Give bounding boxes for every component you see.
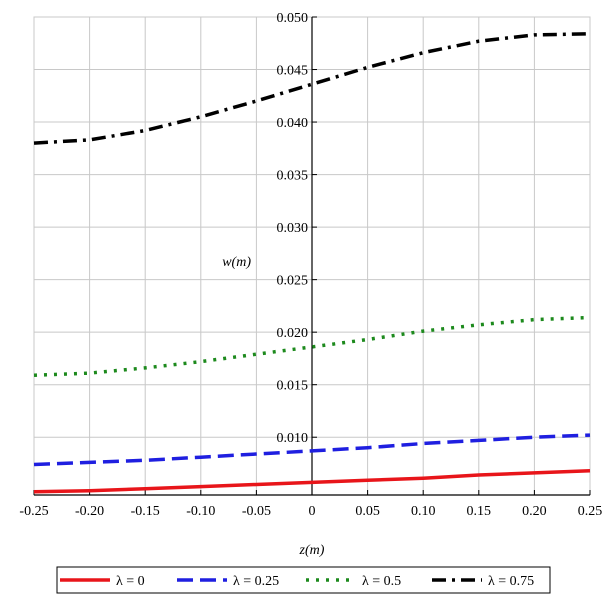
x-tick-label: 0.15 (467, 504, 492, 519)
y-tick-label: 0.025 (277, 274, 309, 289)
series-lines (33, 32, 591, 494)
legend: λ = 0 λ = 0.25 λ = 0.5 λ = 0.75 (56, 566, 551, 594)
legend-label-3: λ = 0.75 (488, 574, 534, 589)
series-line-1 (33, 433, 591, 467)
x-tick-label: 0.20 (522, 504, 547, 519)
x-tick-label: -0.05 (242, 504, 271, 519)
y-tick-label: 0.015 (277, 379, 309, 394)
x-axis-label: z(m) (299, 543, 325, 558)
series-line-2 (33, 315, 591, 377)
y-axis-label: w(m) (222, 255, 251, 270)
y-tick-label: 0.020 (277, 326, 309, 341)
x-tick-label: -0.25 (19, 504, 48, 519)
axes (33, 16, 591, 496)
x-tick-labels: -0.25 -0.20 -0.15 -0.10 -0.05 0 0.05 0.10 0.15 0.… (19, 504, 602, 519)
x-tick-label: 0.25 (578, 504, 603, 519)
y-tick-label: 0.035 (277, 169, 309, 184)
x-tick-label: -0.10 (186, 504, 215, 519)
x-tick-label: 0 (309, 504, 316, 519)
y-tick-label: 0.040 (277, 116, 309, 131)
legend-label-2: λ = 0.5 (362, 574, 401, 589)
x-tick-label: -0.15 (131, 504, 160, 519)
series-line-0 (33, 469, 591, 494)
y-tick-label: 0.030 (277, 221, 309, 236)
x-tick-label: -0.20 (75, 504, 104, 519)
legend-label-1: λ = 0.25 (233, 574, 279, 589)
y-tick-label: 0.050 (277, 11, 309, 26)
x-tick-label: 0.10 (411, 504, 436, 519)
x-tick-label: 0.05 (355, 504, 380, 519)
legend-label-0: λ = 0 (116, 574, 145, 589)
y-tick-labels: 0.010 0.015 0.020 0.025 0.030 0.035 0.040 0.045… (277, 11, 309, 446)
y-tick-label: 0.045 (277, 64, 309, 79)
series-line-3 (33, 32, 591, 145)
y-tick-label: 0.010 (277, 431, 309, 446)
